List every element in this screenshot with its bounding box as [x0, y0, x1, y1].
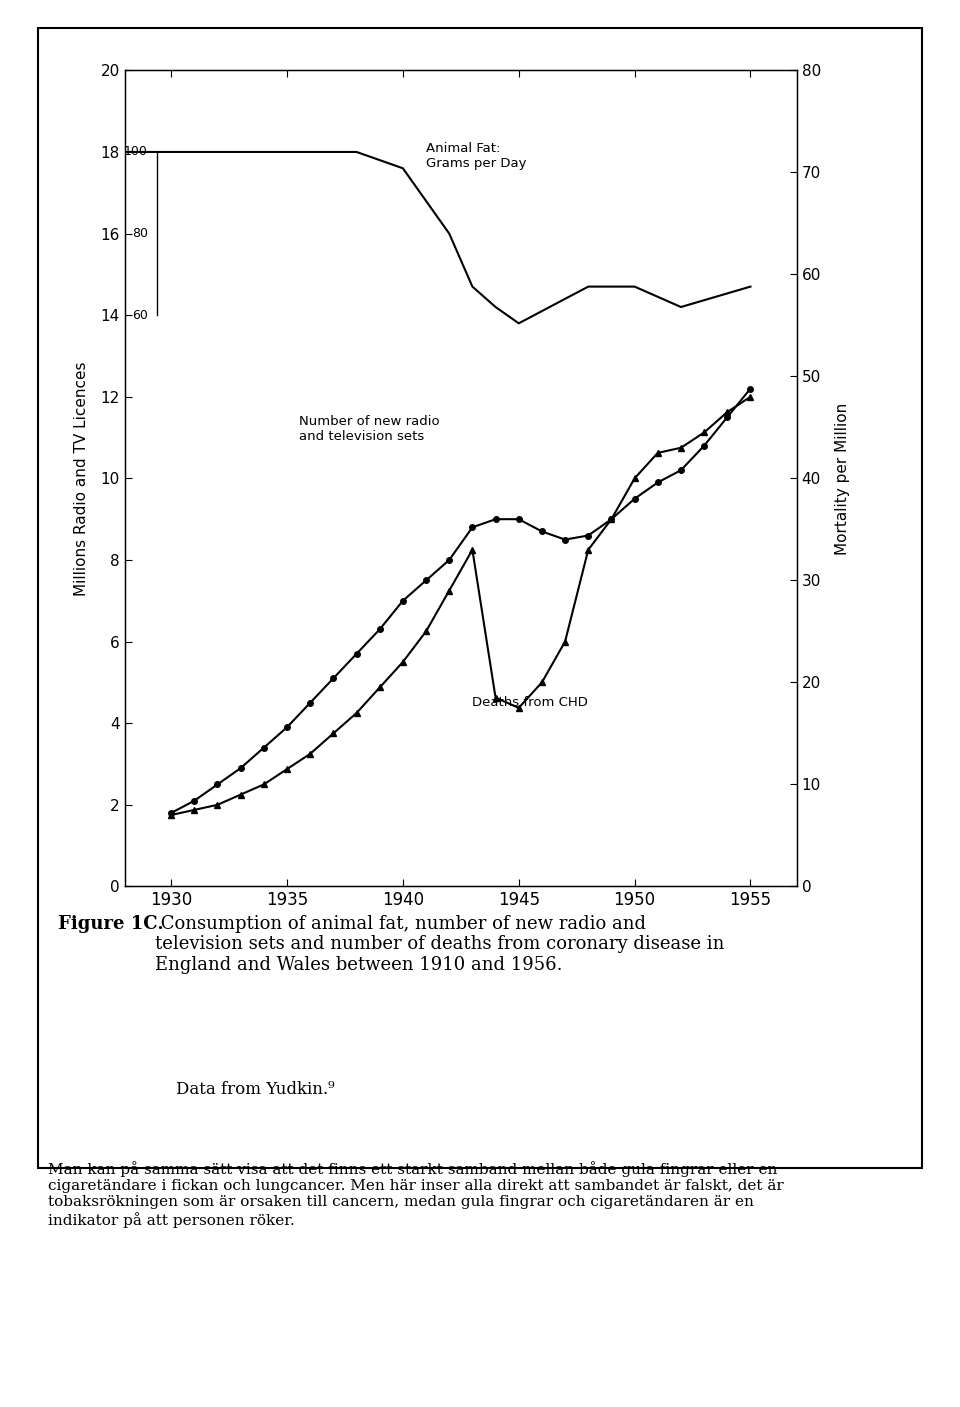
Text: 100: 100	[124, 145, 148, 159]
Text: Man kan på samma sätt visa att det finns ett starkt samband mellan både gula fin: Man kan på samma sätt visa att det finns…	[48, 1161, 783, 1227]
Y-axis label: Millions Radio and TV Licences: Millions Radio and TV Licences	[75, 362, 89, 595]
Text: 80: 80	[132, 227, 148, 241]
Y-axis label: Mortality per Million: Mortality per Million	[835, 402, 850, 554]
Text: Animal Fat:
Grams per Day: Animal Fat: Grams per Day	[426, 142, 526, 170]
Text: Consumption of animal fat, number of new radio and
television sets and number of: Consumption of animal fat, number of new…	[155, 915, 724, 974]
Text: 60: 60	[132, 308, 148, 322]
Text: Number of new radio
and television sets: Number of new radio and television sets	[299, 415, 440, 443]
Text: Deaths from CHD: Deaths from CHD	[472, 696, 588, 709]
Text: Figure 1C.: Figure 1C.	[58, 915, 163, 933]
Text: Data from Yudkin.⁹: Data from Yudkin.⁹	[155, 1081, 334, 1097]
